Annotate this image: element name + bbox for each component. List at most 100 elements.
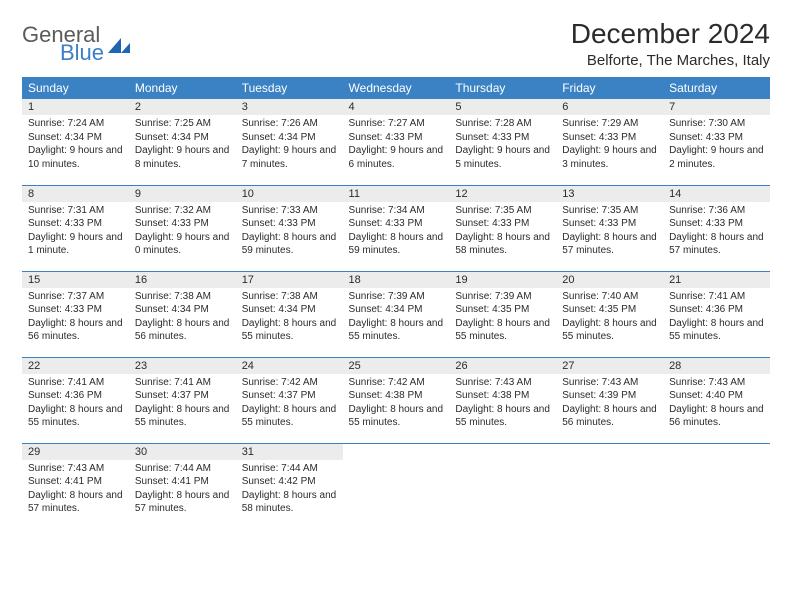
- sunrise-text: Sunrise: 7:27 AM: [349, 117, 444, 131]
- sunset-text: Sunset: 4:33 PM: [669, 131, 764, 145]
- calendar-cell: 22Sunrise: 7:41 AMSunset: 4:36 PMDayligh…: [22, 357, 129, 443]
- sunset-text: Sunset: 4:34 PM: [242, 131, 337, 145]
- day-body: Sunrise: 7:27 AMSunset: 4:33 PMDaylight:…: [343, 115, 450, 175]
- day-header: Monday: [129, 77, 236, 99]
- day-body: Sunrise: 7:43 AMSunset: 4:38 PMDaylight:…: [449, 374, 556, 434]
- daylight-text: Daylight: 8 hours and 55 minutes.: [455, 403, 550, 430]
- calendar-cell: 29Sunrise: 7:43 AMSunset: 4:41 PMDayligh…: [22, 443, 129, 529]
- sunset-text: Sunset: 4:33 PM: [28, 303, 123, 317]
- daylight-text: Daylight: 8 hours and 55 minutes.: [669, 317, 764, 344]
- sunrise-text: Sunrise: 7:30 AM: [669, 117, 764, 131]
- day-body: Sunrise: 7:35 AMSunset: 4:33 PMDaylight:…: [449, 202, 556, 262]
- sunset-text: Sunset: 4:38 PM: [349, 389, 444, 403]
- day-number: 12: [449, 186, 556, 202]
- sunset-text: Sunset: 4:36 PM: [28, 389, 123, 403]
- sunrise-text: Sunrise: 7:42 AM: [349, 376, 444, 390]
- day-number: 19: [449, 272, 556, 288]
- day-number: 22: [22, 358, 129, 374]
- calendar-week-row: 8Sunrise: 7:31 AMSunset: 4:33 PMDaylight…: [22, 185, 770, 271]
- calendar-cell: 24Sunrise: 7:42 AMSunset: 4:37 PMDayligh…: [236, 357, 343, 443]
- calendar-cell: 16Sunrise: 7:38 AMSunset: 4:34 PMDayligh…: [129, 271, 236, 357]
- brand-word2: Blue: [60, 42, 104, 64]
- calendar-cell: 4Sunrise: 7:27 AMSunset: 4:33 PMDaylight…: [343, 99, 450, 185]
- day-body: Sunrise: 7:44 AMSunset: 4:42 PMDaylight:…: [236, 460, 343, 520]
- daylight-text: Daylight: 9 hours and 1 minute.: [28, 231, 123, 258]
- day-header: Saturday: [663, 77, 770, 99]
- day-number: 17: [236, 272, 343, 288]
- daylight-text: Daylight: 9 hours and 3 minutes.: [562, 144, 657, 171]
- calendar-cell: 27Sunrise: 7:43 AMSunset: 4:39 PMDayligh…: [556, 357, 663, 443]
- sunrise-text: Sunrise: 7:43 AM: [455, 376, 550, 390]
- sunrise-text: Sunrise: 7:36 AM: [669, 204, 764, 218]
- calendar-week-row: 22Sunrise: 7:41 AMSunset: 4:36 PMDayligh…: [22, 357, 770, 443]
- day-number: 10: [236, 186, 343, 202]
- daylight-text: Daylight: 8 hours and 56 minutes.: [562, 403, 657, 430]
- sunrise-text: Sunrise: 7:34 AM: [349, 204, 444, 218]
- day-number: 31: [236, 444, 343, 460]
- day-body: Sunrise: 7:25 AMSunset: 4:34 PMDaylight:…: [129, 115, 236, 175]
- day-number: 13: [556, 186, 663, 202]
- daylight-text: Daylight: 8 hours and 55 minutes.: [562, 317, 657, 344]
- day-body: Sunrise: 7:39 AMSunset: 4:34 PMDaylight:…: [343, 288, 450, 348]
- day-body: Sunrise: 7:31 AMSunset: 4:33 PMDaylight:…: [22, 202, 129, 262]
- day-body: Sunrise: 7:37 AMSunset: 4:33 PMDaylight:…: [22, 288, 129, 348]
- day-body: Sunrise: 7:29 AMSunset: 4:33 PMDaylight:…: [556, 115, 663, 175]
- day-number: 4: [343, 99, 450, 115]
- calendar-cell: 19Sunrise: 7:39 AMSunset: 4:35 PMDayligh…: [449, 271, 556, 357]
- calendar-cell: 9Sunrise: 7:32 AMSunset: 4:33 PMDaylight…: [129, 185, 236, 271]
- day-number: 14: [663, 186, 770, 202]
- daylight-text: Daylight: 8 hours and 55 minutes.: [242, 317, 337, 344]
- day-body: Sunrise: 7:30 AMSunset: 4:33 PMDaylight:…: [663, 115, 770, 175]
- brand-mark-icon: [108, 35, 134, 55]
- sunset-text: Sunset: 4:38 PM: [455, 389, 550, 403]
- daylight-text: Daylight: 8 hours and 55 minutes.: [135, 403, 230, 430]
- sunset-text: Sunset: 4:33 PM: [349, 217, 444, 231]
- daylight-text: Daylight: 8 hours and 56 minutes.: [135, 317, 230, 344]
- calendar-cell: 23Sunrise: 7:41 AMSunset: 4:37 PMDayligh…: [129, 357, 236, 443]
- day-number: 26: [449, 358, 556, 374]
- day-body: Sunrise: 7:24 AMSunset: 4:34 PMDaylight:…: [22, 115, 129, 175]
- location-label: Belforte, The Marches, Italy: [571, 52, 770, 69]
- day-body: Sunrise: 7:40 AMSunset: 4:35 PMDaylight:…: [556, 288, 663, 348]
- sunset-text: Sunset: 4:34 PM: [135, 303, 230, 317]
- sunset-text: Sunset: 4:34 PM: [135, 131, 230, 145]
- day-number: 18: [343, 272, 450, 288]
- sunrise-text: Sunrise: 7:33 AM: [242, 204, 337, 218]
- calendar-cell: 14Sunrise: 7:36 AMSunset: 4:33 PMDayligh…: [663, 185, 770, 271]
- day-number: 29: [22, 444, 129, 460]
- day-number: 27: [556, 358, 663, 374]
- day-number: 1: [22, 99, 129, 115]
- sunrise-text: Sunrise: 7:31 AM: [28, 204, 123, 218]
- day-number: 6: [556, 99, 663, 115]
- sunset-text: Sunset: 4:37 PM: [135, 389, 230, 403]
- sunset-text: Sunset: 4:35 PM: [562, 303, 657, 317]
- sunset-text: Sunset: 4:34 PM: [242, 303, 337, 317]
- calendar-week-row: 15Sunrise: 7:37 AMSunset: 4:33 PMDayligh…: [22, 271, 770, 357]
- daylight-text: Daylight: 9 hours and 0 minutes.: [135, 231, 230, 258]
- calendar-week-row: 29Sunrise: 7:43 AMSunset: 4:41 PMDayligh…: [22, 443, 770, 529]
- day-body: Sunrise: 7:41 AMSunset: 4:36 PMDaylight:…: [22, 374, 129, 434]
- sunrise-text: Sunrise: 7:39 AM: [455, 290, 550, 304]
- sunset-text: Sunset: 4:33 PM: [455, 131, 550, 145]
- day-number: 8: [22, 186, 129, 202]
- day-body: Sunrise: 7:33 AMSunset: 4:33 PMDaylight:…: [236, 202, 343, 262]
- sunrise-text: Sunrise: 7:38 AM: [135, 290, 230, 304]
- calendar-cell: 11Sunrise: 7:34 AMSunset: 4:33 PMDayligh…: [343, 185, 450, 271]
- sunrise-text: Sunrise: 7:42 AM: [242, 376, 337, 390]
- day-header: Tuesday: [236, 77, 343, 99]
- daylight-text: Daylight: 8 hours and 55 minutes.: [242, 403, 337, 430]
- calendar-cell: 3Sunrise: 7:26 AMSunset: 4:34 PMDaylight…: [236, 99, 343, 185]
- header: General Blue December 2024 Belforte, The…: [22, 18, 770, 69]
- calendar-cell: 8Sunrise: 7:31 AMSunset: 4:33 PMDaylight…: [22, 185, 129, 271]
- day-number: 7: [663, 99, 770, 115]
- sunset-text: Sunset: 4:35 PM: [455, 303, 550, 317]
- daylight-text: Daylight: 8 hours and 58 minutes.: [455, 231, 550, 258]
- day-body: Sunrise: 7:44 AMSunset: 4:41 PMDaylight:…: [129, 460, 236, 520]
- calendar-cell: 25Sunrise: 7:42 AMSunset: 4:38 PMDayligh…: [343, 357, 450, 443]
- calendar-cell: 26Sunrise: 7:43 AMSunset: 4:38 PMDayligh…: [449, 357, 556, 443]
- calendar-week-row: 1Sunrise: 7:24 AMSunset: 4:34 PMDaylight…: [22, 99, 770, 185]
- calendar-cell: 13Sunrise: 7:35 AMSunset: 4:33 PMDayligh…: [556, 185, 663, 271]
- daylight-text: Daylight: 8 hours and 55 minutes.: [349, 317, 444, 344]
- sunset-text: Sunset: 4:33 PM: [28, 217, 123, 231]
- day-body: Sunrise: 7:43 AMSunset: 4:40 PMDaylight:…: [663, 374, 770, 434]
